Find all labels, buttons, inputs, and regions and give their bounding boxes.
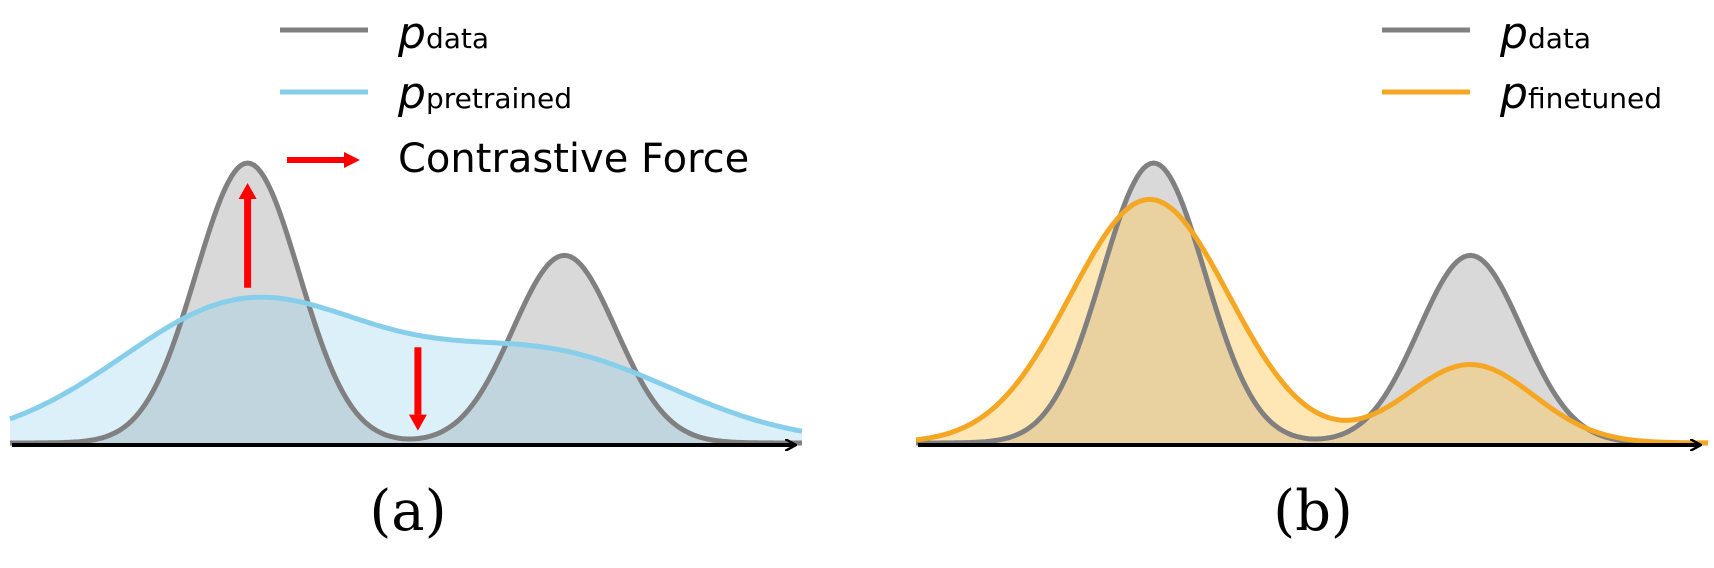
b-legend-item-data: pdata — [1382, 8, 1591, 59]
a-caption: (a) — [369, 479, 446, 544]
a-legend-item-data: pdata — [280, 8, 489, 59]
b-finetuned-density-curve — [915, 196, 1708, 446]
b-legend: pdata pfinetuned — [1382, 8, 1662, 119]
a-legend-force-label: Contrastive Force — [398, 136, 749, 182]
b-finetuned-density-fill — [916, 199, 1708, 443]
a-pretrained-density-curve — [9, 294, 803, 434]
a-data-density-curve — [10, 160, 802, 446]
b-legend-data-label: pdata — [1499, 8, 1591, 59]
b-legend-finetuned-label: pfinetuned — [1499, 68, 1662, 119]
b-caption: (b) — [1273, 479, 1353, 544]
a-legend-force-arrowhead — [344, 152, 360, 168]
a-legend-data-label: pdata — [397, 8, 489, 59]
a-legend-pretrained-label: ppretrained — [397, 68, 572, 119]
b-data-density-curve — [916, 160, 1708, 446]
a-legend-item-force: Contrastive Force — [287, 136, 749, 182]
a-legend-item-pretrained: ppretrained — [280, 68, 572, 119]
a-legend: pdata ppretrained Contrastive Force — [280, 8, 749, 182]
panel-b: pdata pfinetuned (b) — [915, 8, 1708, 544]
contrastive-force-arrowhead-up — [238, 183, 257, 199]
b-data-density-fill — [916, 163, 1708, 443]
b-legend-item-finetuned: pfinetuned — [1382, 68, 1662, 119]
a-data-density-fill — [10, 163, 802, 443]
contrastive-force-arrowhead-down — [408, 414, 427, 431]
a-pretrained-density-fill — [10, 297, 802, 443]
panel-a: pdata ppretrained Contrastive Force (a) — [9, 8, 803, 544]
a-contrastive-forces — [238, 183, 427, 431]
